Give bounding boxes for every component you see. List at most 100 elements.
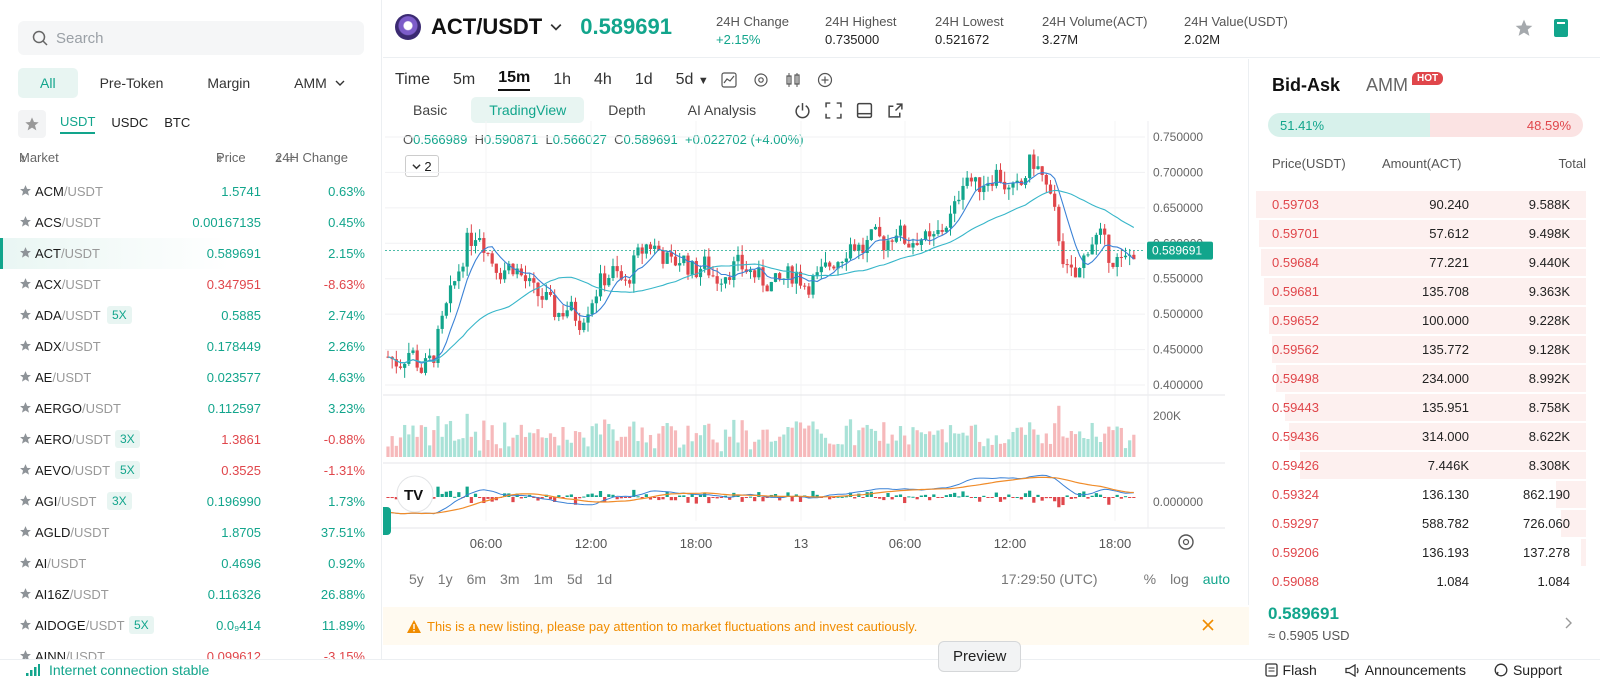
favorite-star-icon[interactable] [19, 215, 32, 228]
market-row[interactable]: AEVO/USDT 5X 0.3525 -1.31% [0, 455, 381, 486]
ask-row[interactable]: 0.59324 136.130 862.190 [1250, 480, 1600, 509]
market-row[interactable]: ADX/USDT 0.178449 2.26% [0, 331, 381, 362]
ask-row[interactable]: 0.59652 100.000 9.228K [1250, 306, 1600, 335]
support-link[interactable]: Support [1494, 662, 1562, 678]
indicator-chart-icon[interactable] [721, 72, 737, 88]
market-row[interactable]: ACX/USDT 0.347951 -8.63% [0, 269, 381, 300]
range-1d[interactable]: 1d [596, 571, 613, 587]
ask-row[interactable]: 0.59436 314.000 8.622K [1250, 422, 1600, 451]
candle-type-icon[interactable] [785, 72, 801, 88]
timeframe-4h[interactable]: 4h [594, 71, 612, 88]
timeframe-5d[interactable]: 5d ▼ [676, 71, 709, 89]
scale-log[interactable]: log [1170, 571, 1189, 587]
market-row[interactable]: AE/USDT 0.023577 4.63% [0, 362, 381, 393]
chevron-right-icon[interactable] [1564, 617, 1572, 629]
range-5y[interactable]: 5y [409, 571, 424, 587]
ask-row[interactable]: 0.59562 135.772 9.128K [1250, 335, 1600, 364]
favorite-star-icon[interactable] [19, 494, 32, 507]
share-icon[interactable] [887, 102, 904, 119]
pair-selector[interactable]: ACT/USDT 0.589691 [395, 14, 672, 40]
favorites-star-icon[interactable] [18, 110, 46, 138]
scale-auto[interactable]: auto [1202, 571, 1230, 587]
market-row[interactable]: AINN/USDT 0.099612 -3.15% [0, 641, 381, 660]
price-chart[interactable]: 0.7500000.7000000.6500000.6000000.550000… [383, 121, 1248, 561]
market-row[interactable]: ACT/USDT 0.589691 2.15% [0, 238, 381, 269]
utc-clock[interactable]: 17:29:50 (UTC) [1001, 571, 1098, 587]
favorite-star-icon[interactable] [19, 618, 32, 631]
favorite-star-icon[interactable] [19, 401, 32, 414]
view-basic[interactable]: Basic [413, 102, 448, 118]
notebook-icon[interactable] [1552, 18, 1570, 38]
book-last-price[interactable]: 0.589691 ≈ 0.5905 USD [1268, 604, 1350, 643]
market-row[interactable]: AGI/USDT 3X 0.196990 1.73% [0, 486, 381, 517]
ask-row[interactable]: 0.59426 7.446K 8.308K [1250, 451, 1600, 480]
favorite-star-icon[interactable] [19, 308, 32, 321]
range-1m[interactable]: 1m [533, 571, 553, 587]
panel-layout-icon[interactable] [856, 102, 873, 119]
market-row[interactable]: AIDOGE/USDT 5X 0.0₉414 11.89% [0, 610, 381, 641]
tab-bid-ask[interactable]: Bid-Ask [1272, 75, 1341, 95]
range-3m[interactable]: 3m [500, 571, 520, 587]
timeframe-15m[interactable]: 15m [498, 69, 531, 91]
fullscreen-icon[interactable] [825, 101, 842, 119]
filter-amm[interactable]: AMM [272, 68, 367, 98]
col-market[interactable]: Market ⇕ [19, 150, 59, 165]
power-icon[interactable] [794, 102, 811, 119]
market-row[interactable]: AERO/USDT 3X 1.3861 -0.88% [0, 424, 381, 455]
favorite-star-icon[interactable] [19, 649, 32, 660]
collapse-indicators-button[interactable]: 2 [405, 155, 439, 177]
quote-tab-usdt[interactable]: USDT [60, 114, 96, 134]
market-row[interactable]: ADA/USDT 5X 0.5885 2.74% [0, 300, 381, 331]
range-1y[interactable]: 1y [437, 571, 453, 587]
favorite-star-icon[interactable] [19, 463, 32, 476]
ask-row[interactable]: 0.59701 57.612 9.498K [1250, 219, 1600, 248]
timeframe-5m[interactable]: 5m [452, 71, 476, 88]
timeframe-1h[interactable]: 1h [553, 71, 572, 88]
ask-row[interactable]: 0.59498 234.000 8.992K [1250, 364, 1600, 393]
market-row[interactable]: AI16Z/USDT 0.116326 26.88% [0, 579, 381, 610]
ask-row[interactable]: 0.59088 1.084 1.084 [1250, 567, 1600, 596]
view-tradingview[interactable]: TradingView [471, 97, 585, 123]
search-input[interactable]: Search [18, 21, 364, 55]
favorite-star-icon[interactable] [19, 339, 32, 352]
tab-amm[interactable]: AMM [1366, 75, 1409, 95]
ask-row[interactable]: 0.59681 135.708 9.363K [1250, 277, 1600, 306]
favorite-star-icon[interactable] [19, 246, 32, 259]
ask-row[interactable]: 0.59206 136.193 137.278 [1250, 538, 1600, 567]
filter-all[interactable]: All [18, 68, 78, 98]
col-price[interactable]: Price ⇕ [216, 150, 246, 165]
favorite-star-icon[interactable] [19, 525, 32, 538]
view-ai-analysis[interactable]: AI Analysis [687, 102, 757, 118]
side-drawer-handle[interactable] [383, 507, 391, 535]
close-icon[interactable] [1201, 618, 1215, 632]
favorite-star-icon[interactable] [19, 277, 32, 290]
favorite-star-icon[interactable] [19, 370, 32, 383]
filter-pre-token[interactable]: Pre-Token [99, 75, 164, 91]
ask-row[interactable]: 0.59684 77.221 9.440K [1250, 248, 1600, 277]
timeframe-time[interactable]: Time [395, 71, 430, 88]
ask-row[interactable]: 0.59297 588.782 726.060 [1250, 509, 1600, 538]
scale-percent[interactable]: % [1143, 571, 1157, 587]
favorite-star-icon[interactable] [19, 184, 32, 197]
market-row[interactable]: AERGO/USDT 0.112597 3.23% [0, 393, 381, 424]
favorite-star-icon[interactable] [19, 432, 32, 445]
view-depth[interactable]: Depth [608, 102, 646, 118]
range-5d[interactable]: 5d [566, 571, 583, 587]
market-row[interactable]: AGLD/USDT 1.8705 37.51% [0, 517, 381, 548]
flash-link[interactable]: Flash [1264, 662, 1317, 678]
col-change[interactable]: 24H Change ⇕ ⇌ [275, 150, 348, 165]
timeframe-1d[interactable]: 1d [634, 71, 653, 88]
add-indicator-icon[interactable] [817, 72, 833, 88]
ask-row[interactable]: 0.59703 90.240 9.588K [1250, 190, 1600, 219]
settings-icon[interactable] [753, 72, 769, 88]
favorite-star-icon[interactable] [19, 556, 32, 569]
quote-tab-btc[interactable]: BTC [164, 115, 191, 130]
market-row[interactable]: ACS/USDT 0.00167135 0.45% [0, 207, 381, 238]
market-row[interactable]: ACM/USDT 1.5741 0.63% [0, 176, 381, 207]
market-row[interactable]: AI/USDT 0.4696 0.92% [0, 548, 381, 579]
favorite-star-icon[interactable] [1514, 18, 1534, 38]
ask-row[interactable]: 0.59443 135.951 8.758K [1250, 393, 1600, 422]
favorite-star-icon[interactable] [19, 587, 32, 600]
filter-margin[interactable]: Margin [207, 75, 251, 91]
range-6m[interactable]: 6m [466, 571, 487, 587]
